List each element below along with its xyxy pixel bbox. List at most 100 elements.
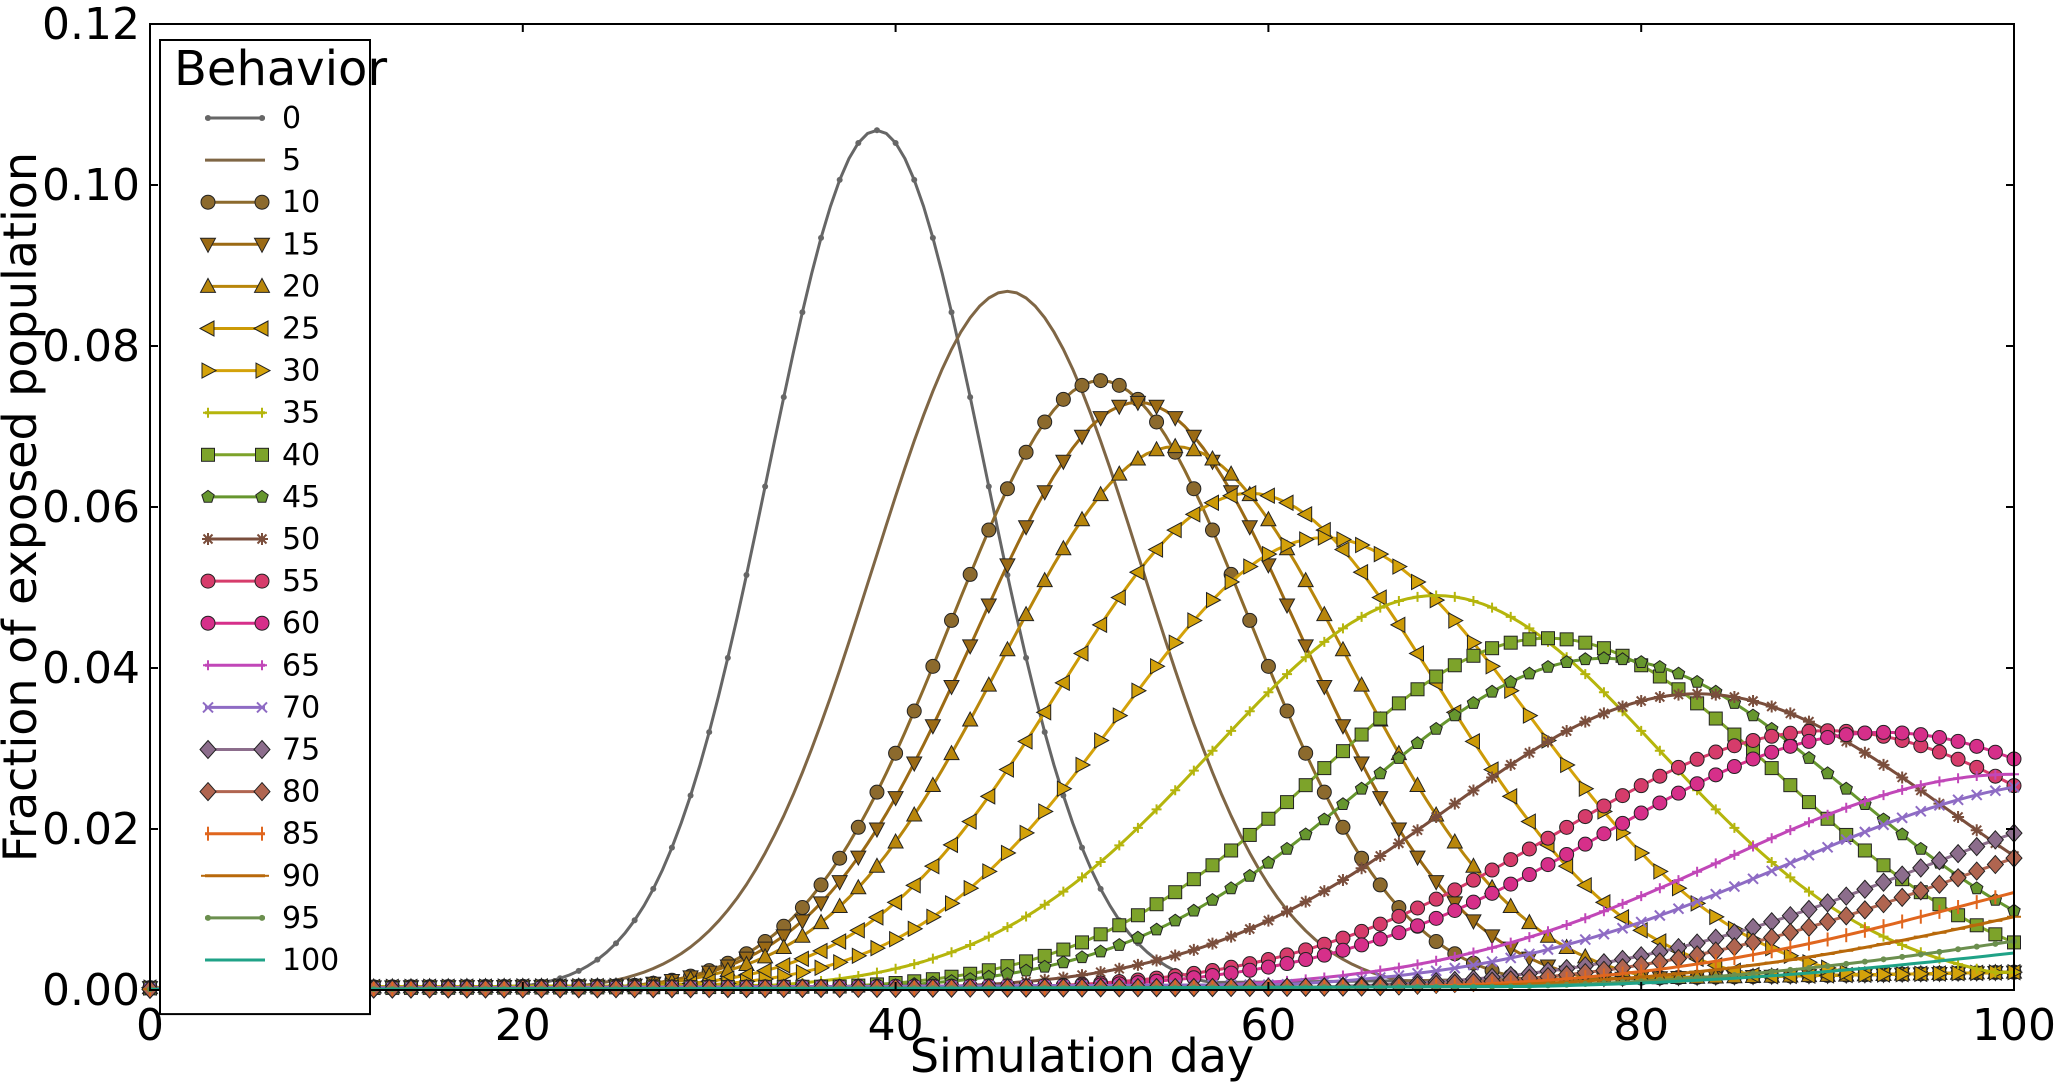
series-point-45 [1243,868,1257,882]
series-point-35 [871,967,882,978]
series-point-95 [1992,940,1999,947]
legend-item-35: 35 [203,396,320,431]
series-point-40 [1317,761,1332,776]
series-point-35 [1151,804,1162,815]
series-point-50 [1523,746,1536,759]
series-point-30 [1653,863,1669,880]
series-point-65 [1375,965,1386,976]
series-point-0 [631,917,638,924]
legend-marker [203,407,213,418]
series-point-50 [1765,700,1778,713]
series-point-35 [1263,687,1274,698]
series-point-60 [1857,725,1873,741]
series-point-0 [613,940,619,947]
series-point-65 [1673,875,1684,886]
series-point-40 [1186,872,1201,887]
legend-item-10: 10 [200,185,320,220]
series-point-60 [1820,730,1836,746]
series-point-70 [1523,948,1536,960]
series-point-30 [1019,824,1036,842]
series-point-50 [1299,895,1312,908]
series-point-50 [1094,966,1107,979]
series-point-55 [1652,768,1668,784]
legend-items: 0 5 10 15 20 25 30 35 40 45 50 55 60 65 70 75 80 85 90 95 10… [198,101,339,978]
series-point-50 [1262,914,1275,927]
series-point-15 [1166,411,1184,427]
series-point-60 [1633,805,1649,821]
series-point-70 [1877,819,1890,831]
legend-box [159,39,371,1016]
series-point-45 [1690,674,1704,688]
series-point-30 [851,947,868,965]
series-point-30 [1168,634,1185,652]
legend-item-0: 0 [205,101,301,136]
legend-marker [201,362,218,379]
series-point-95 [1917,951,1924,958]
series-point-30 [907,920,924,938]
series-point-20 [1465,857,1482,873]
series-point-35 [1319,636,1330,647]
series-point-30 [1187,612,1203,629]
series-point-35 [1300,652,1311,663]
y-tick-label: 0.00 [42,965,140,1016]
series-point-10 [962,566,978,582]
series-point-0 [687,792,694,799]
series-point-55 [1503,852,1519,868]
legend-marker [253,739,271,760]
series-point-20 [887,832,904,849]
series-point-25 [961,813,977,830]
x-axis-title: Simulation day [910,1029,1254,1083]
series-point-25 [811,942,828,960]
series-point-0 [668,844,675,851]
series-point-60 [1708,767,1724,783]
series-point-45 [1392,750,1406,764]
series-point-50 [1933,797,1946,810]
series-point-65 [1785,825,1796,836]
series-point-15 [1297,639,1315,655]
series-point-25 [1557,857,1574,875]
series-point-25 [942,836,959,854]
series-point-65 [1953,773,1964,784]
series-point-60 [1838,727,1854,743]
series-point-55 [1354,923,1370,939]
series-point-30 [1355,536,1371,554]
series-point-40 [1391,696,1406,711]
series-point-60 [1391,925,1407,941]
series-point-65 [1897,784,1908,795]
series-point-0 [780,394,787,401]
series-point-45 [1895,827,1909,841]
series-point-25 [1222,487,1238,505]
series-point-50 [1336,873,1349,886]
series-point-25 [1352,563,1369,581]
legend-marker [205,115,211,121]
series-point-25 [1389,616,1406,634]
series-point-75 [1800,899,1818,920]
legend-label: 25 [282,312,320,347]
series-point-45 [1653,659,1667,673]
series-point-0 [724,654,731,661]
series-point-25 [1240,484,1257,502]
series-point-50 [1560,725,1573,738]
series-point-10 [1093,373,1109,389]
series-point-35 [1598,687,1609,698]
legend-marker [253,237,271,254]
series-point-50 [1728,690,1741,703]
legend-marker [201,489,215,503]
legend-label: 50 [282,522,320,557]
series-point-50 [1635,694,1648,707]
series-point-25 [793,950,809,968]
series-point-65 [1971,771,1982,782]
series-10 [142,373,2022,996]
legend-marker [199,237,217,254]
series-point-55 [1615,788,1631,804]
series-point-0 [594,956,601,963]
series-point-60 [1801,733,1817,749]
series-point-25 [1277,494,1294,512]
series-point-15 [775,929,793,945]
series-point-25 [830,933,847,950]
legend-label: 70 [282,690,320,725]
legend-marker [200,194,216,210]
series-point-25 [905,876,921,894]
series-point-60 [1279,956,1295,972]
